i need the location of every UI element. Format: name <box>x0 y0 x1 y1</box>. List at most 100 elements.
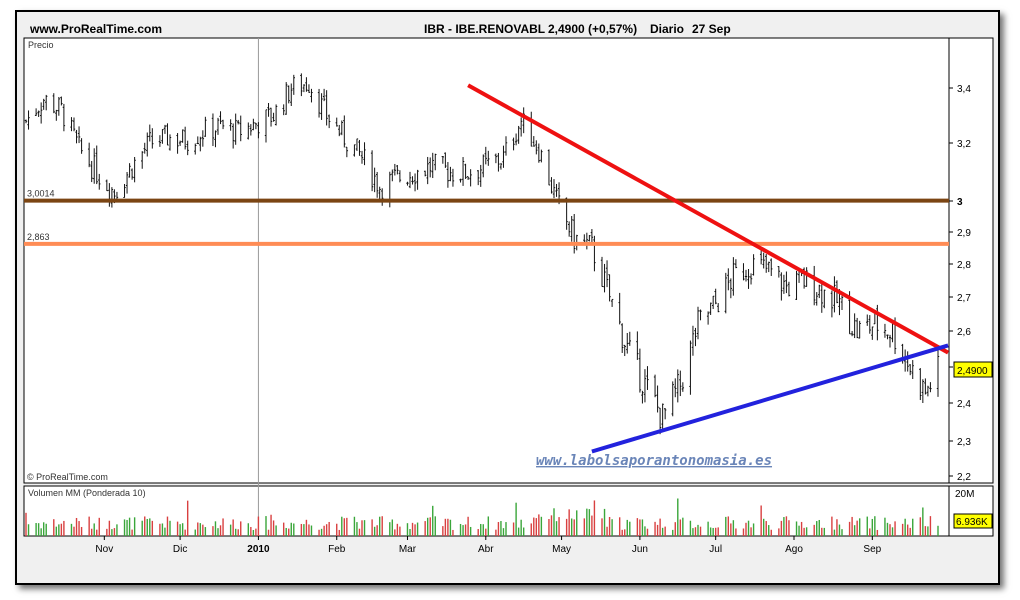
volume-bar <box>181 523 184 536</box>
volume-bar <box>909 527 911 536</box>
volume-bar <box>378 516 381 536</box>
volume-bar <box>639 519 641 536</box>
y-tick-label: 2,2 <box>957 472 971 483</box>
volume-bar <box>477 529 479 536</box>
x-tick-label: Sep <box>863 544 881 555</box>
volume-bar <box>760 505 762 536</box>
volume-bar <box>659 518 661 536</box>
volume-bar <box>778 528 780 536</box>
volume-bar <box>768 525 770 536</box>
volume-bar <box>90 528 93 536</box>
volume-bar <box>219 525 222 536</box>
x-ticks-layer: Nov Dic 2010 Feb Mar Abr May Jun Jul Ago Sep <box>95 536 882 555</box>
y-tick-label: 2,7 <box>957 293 971 304</box>
volume-bar <box>42 522 45 536</box>
volume-bar <box>851 516 853 536</box>
volume-bar <box>593 500 596 536</box>
volume-bar <box>217 528 219 536</box>
volume-bar <box>805 527 808 536</box>
volume-bar <box>106 528 108 536</box>
volume-bar <box>717 527 719 536</box>
y-tick-label: 2,6 <box>957 327 971 338</box>
volume-bar <box>338 529 340 536</box>
volume-bar <box>677 498 679 536</box>
volume-bar <box>500 521 502 536</box>
volume-bar <box>555 521 558 536</box>
x-tick-label: May <box>552 544 571 555</box>
volume-bars-layer <box>25 498 939 536</box>
volume-bar <box>234 528 237 536</box>
volume-bar <box>45 523 47 536</box>
volume-bar <box>88 516 90 536</box>
volume-bar <box>783 517 785 536</box>
volume-bar <box>113 528 116 536</box>
volume-bar <box>55 526 58 536</box>
volume-bar <box>452 529 454 536</box>
volume-bar <box>414 524 416 536</box>
volume-bar <box>396 523 399 536</box>
volume-bar <box>123 519 126 536</box>
volume-bar <box>679 519 682 536</box>
date-label: 27 Sep <box>692 22 731 36</box>
volume-bar <box>591 515 593 536</box>
volume-bar <box>149 518 151 536</box>
volume-bar <box>336 523 338 536</box>
volume-bar <box>426 517 429 536</box>
volume-bar <box>442 526 444 536</box>
volume-bar <box>141 520 143 536</box>
volume-bar <box>495 529 497 536</box>
volume-bar <box>929 516 932 536</box>
ticker-name: IBR - IBE.RENOVABL <box>424 22 545 36</box>
volume-bar <box>204 527 207 536</box>
trendline-support <box>591 343 949 454</box>
volume-bar <box>606 526 608 536</box>
volume-bar <box>293 523 295 536</box>
volume-bar <box>912 518 914 536</box>
volume-bar <box>548 519 550 536</box>
volume-bar <box>164 527 166 536</box>
volume-bar <box>874 516 876 536</box>
volume-bar <box>389 522 391 536</box>
volume-bar <box>240 521 242 536</box>
volume-bar <box>285 527 287 536</box>
volume-bar <box>361 520 363 536</box>
volume-bar <box>821 527 823 536</box>
price-panel <box>23 37 950 484</box>
volume-bar <box>222 518 224 536</box>
horizontal-level-label: 3,0014 <box>27 189 55 199</box>
volume-bar <box>469 526 472 536</box>
volume-bar <box>305 519 308 536</box>
volume-bar <box>573 519 575 536</box>
y-tick-label: 3,2 <box>957 139 971 150</box>
volume-bar <box>745 522 747 536</box>
volume-bar <box>464 524 467 536</box>
y-tick-label: 2,4 <box>957 399 971 410</box>
volume-bar <box>159 523 161 536</box>
x-tick-label: Jul <box>709 544 722 555</box>
volume-bar <box>363 520 366 536</box>
volume-bar <box>214 521 217 536</box>
volume-bar <box>876 529 879 536</box>
volume-bar <box>37 523 40 536</box>
volume-bar <box>624 529 626 536</box>
volume-bar <box>371 519 373 536</box>
x-tick-label: Jun <box>632 544 648 555</box>
volume-bar <box>611 519 613 536</box>
volume-bar <box>712 527 714 536</box>
volume-bar <box>394 529 396 536</box>
volume-bar <box>586 508 588 536</box>
volume-bar <box>816 521 818 536</box>
volume-bar <box>75 517 78 536</box>
candles-layer <box>24 73 940 435</box>
volume-bar <box>656 524 659 536</box>
horizontal-level-label: 2,863 <box>27 232 50 242</box>
volume-bar <box>894 521 896 536</box>
volume-bar <box>697 524 699 536</box>
volume-bar <box>40 528 42 536</box>
x-tick-label: Ago <box>785 544 803 555</box>
volume-bar <box>626 519 628 536</box>
y-tick-label: 3,4 <box>957 84 971 95</box>
volume-bar <box>343 518 346 536</box>
volume-bar <box>798 525 800 536</box>
